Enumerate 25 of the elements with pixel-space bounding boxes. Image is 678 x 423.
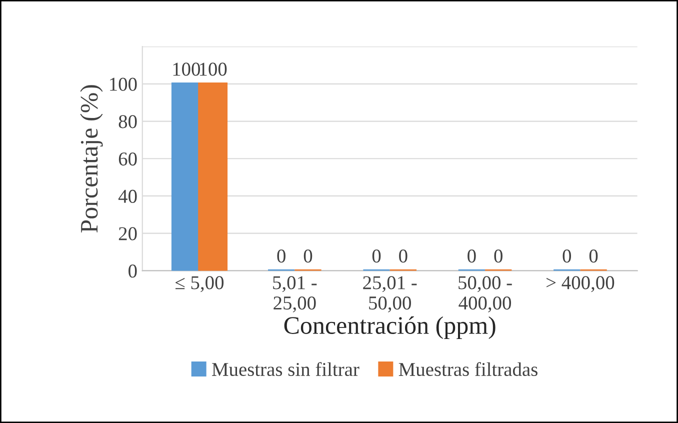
y-axis-title: Porcentaje (%) [80,85,103,233]
y-tick-label: 20 [118,227,137,240]
legend-label: Muestras filtradas [398,362,538,376]
x-tick-label: 25,01 - 50,00 [363,276,417,312]
data-label: 0 [277,249,286,263]
y-tick-label: 60 [118,152,137,166]
x-tick-label: > 400,00 [546,276,614,292]
y-tick-label: 0 [128,264,137,278]
data-label: 0 [589,249,598,263]
data-label: 100 [200,62,227,76]
data-label: 100 [173,62,200,76]
data-label: 0 [304,249,312,263]
x-axis-title: Concentración (ppm) [284,316,496,340]
data-label: 0 [372,249,381,263]
legend-label: Muestras sin filtrar [212,362,360,376]
x-tick-label: 50,00 - 400,00 [458,276,512,312]
data-label: 0 [562,249,572,263]
y-tick-label: 100 [110,78,137,91]
data-label: 0 [399,249,408,263]
x-tick-label: ≤ 5,00 [176,276,224,292]
y-tick-label: 80 [118,115,137,128]
data-label: 0 [468,249,476,263]
y-tick-label: 40 [118,190,137,203]
x-tick-label: 5,01 - 25,00 [273,276,317,312]
data-label: 0 [494,249,502,263]
